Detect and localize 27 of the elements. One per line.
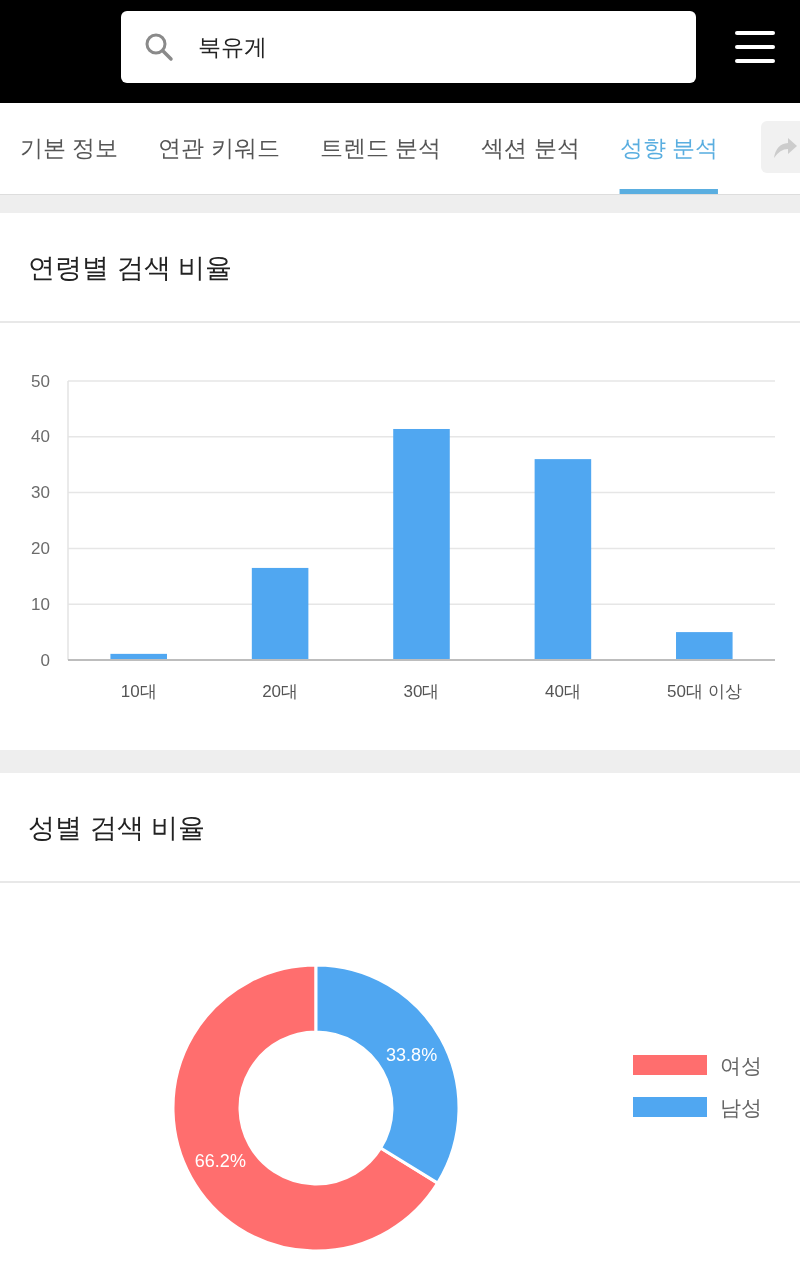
text: 성향 분석 [619, 135, 718, 161]
x-tick-label: 30대 [403, 681, 440, 701]
y-tick-label: 30 [31, 483, 50, 503]
x-tick-label: 10대 [120, 681, 157, 701]
text: 기본 정보 [20, 135, 119, 161]
y-tick-label: 20 [31, 538, 50, 558]
x-tick-label: 40대 [544, 681, 581, 701]
y-tick-label: 0 [40, 650, 50, 670]
legend-label: 여성 [720, 1053, 762, 1077]
data-label: 33.8% [386, 1044, 438, 1065]
y-tick-label: 50 [31, 371, 50, 391]
chart-title: 연령별 검색 비율 [28, 253, 233, 283]
text: 섹션 분석 [481, 135, 580, 161]
data-label: 66.2% [194, 1151, 246, 1172]
x-tick-label: 20대 [262, 681, 299, 701]
y-tick-label: 10 [31, 594, 50, 614]
legend-label: 남성 [720, 1095, 762, 1119]
bar [251, 567, 309, 660]
text: 연관 키워드 [158, 135, 280, 161]
chart-title: 성별 검색 비율 [28, 813, 206, 843]
bar [393, 428, 450, 660]
text: 북유게 [198, 34, 267, 60]
text: 트렌드 분석 [319, 135, 442, 161]
bar [676, 632, 733, 660]
y-tick-label: 40 [31, 427, 50, 447]
x-tick-label: 50대 이상 [666, 681, 742, 701]
bar [534, 459, 592, 660]
